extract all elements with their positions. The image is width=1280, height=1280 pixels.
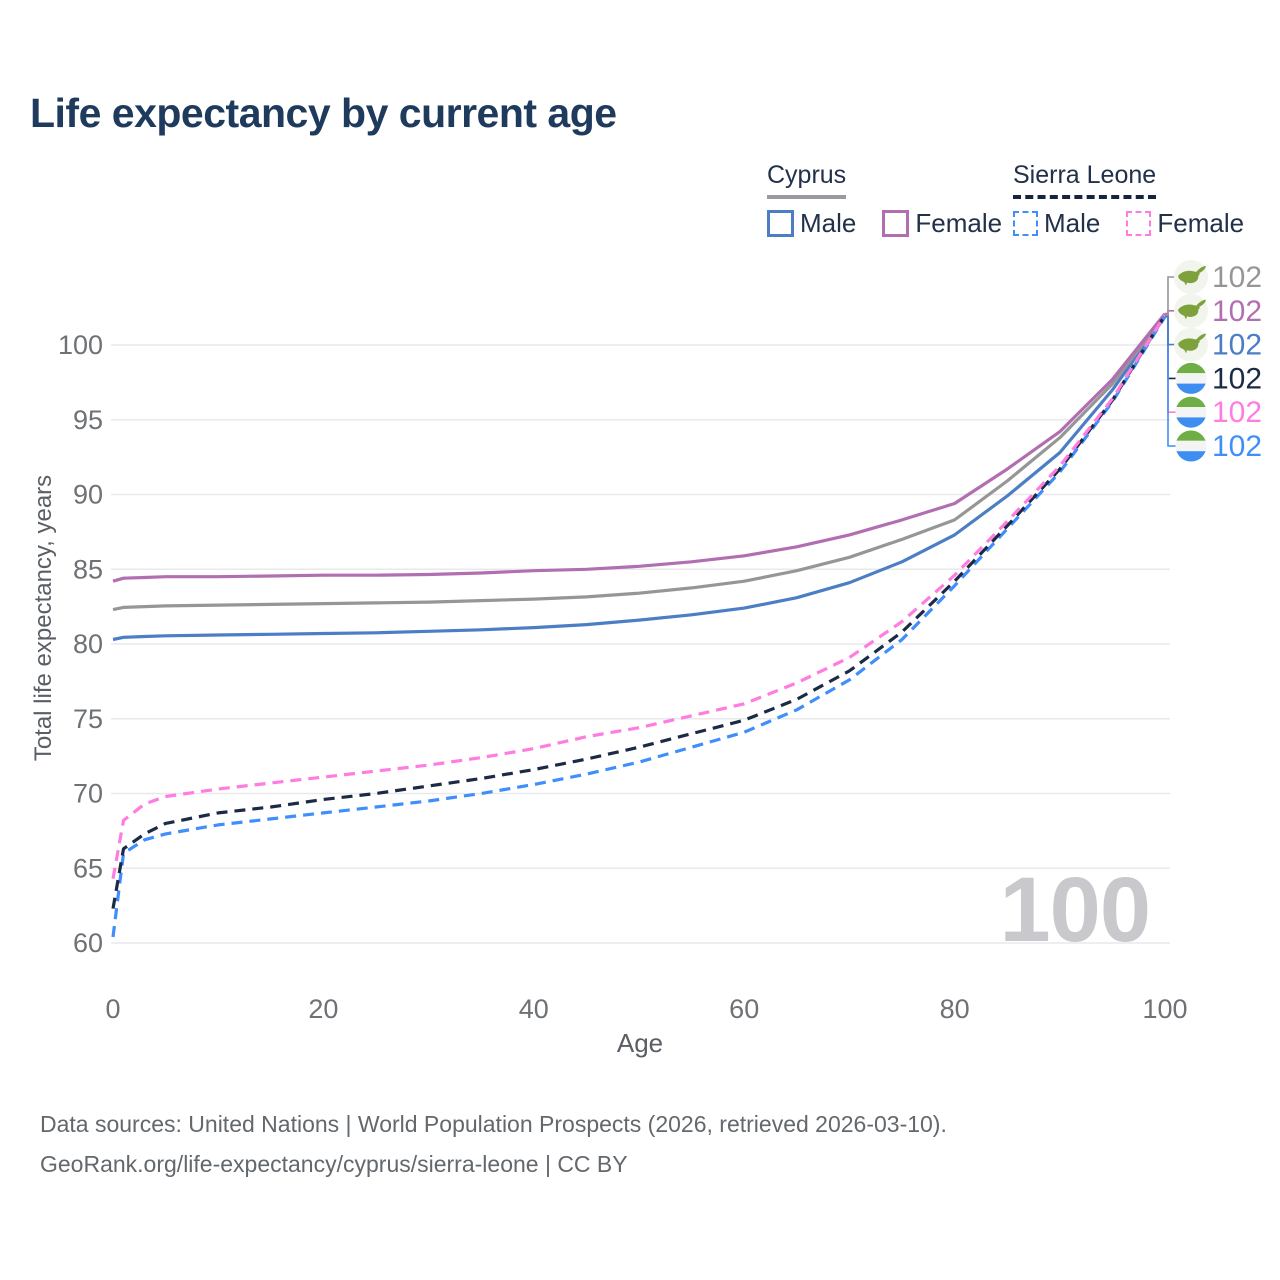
y-tick-label: 90: [73, 480, 103, 510]
footer-attribution: GeoRank.org/life-expectancy/cyprus/sierr…: [40, 1151, 628, 1177]
flag-band-green: [1175, 430, 1207, 441]
y-tick-label: 80: [73, 629, 103, 659]
y-tick-label: 70: [73, 779, 103, 809]
series-line-sierra-leone-male[interactable]: [111, 315, 1167, 938]
flag-band-green: [1175, 396, 1207, 407]
y-tick-label: 95: [73, 405, 103, 435]
leader-line: [1165, 314, 1176, 414]
sierra-leone-flag-icon: [1175, 396, 1207, 428]
legend-sierra-leone-title[interactable]: Sierra Leone: [1013, 161, 1157, 199]
page-title: Life expectancy by current age: [30, 90, 617, 136]
flag-band-white: [1175, 440, 1207, 452]
x-tick-label: 40: [519, 994, 549, 1024]
x-axis-title: Age: [616, 1028, 664, 1058]
flag-band-blue: [1175, 451, 1207, 462]
cyprus-map-icon: [1174, 327, 1208, 362]
x-tick-label: 80: [940, 994, 970, 1024]
flag-bands: [1175, 396, 1207, 428]
series-line-cyprus-male[interactable]: [112, 315, 1167, 642]
end-value-label: 102: [1212, 295, 1262, 328]
flag-band-white: [1175, 407, 1207, 418]
flag-bands: [1175, 430, 1207, 462]
series-line-sierra-leone-total[interactable]: [111, 314, 1167, 909]
legend-label-cyprus-male[interactable]: Male: [800, 208, 857, 238]
flag-band-green: [1175, 362, 1207, 374]
legend-label-sierra-leone-male[interactable]: Male: [1044, 208, 1101, 238]
footer: Data sources: United Nations | World Pop…: [40, 1104, 947, 1184]
y-tick-label: 60: [73, 928, 103, 958]
cyprus-shape: [1178, 265, 1206, 286]
y-axis-title: Total life expectancy, years: [30, 474, 57, 762]
x-tick-label: 100: [1142, 994, 1187, 1024]
series-line-cyprus-female[interactable]: [112, 312, 1167, 583]
legend-cyprus-title[interactable]: Cyprus: [767, 161, 847, 199]
legend-label-sierra-leone-female[interactable]: Female: [1157, 208, 1245, 238]
cyprus-map-icon: [1174, 260, 1208, 294]
legend-swatch-sierra-leone-male[interactable]: [1013, 211, 1038, 236]
leader-line: [1165, 315, 1176, 447]
cyprus-shape: [1178, 333, 1206, 354]
x-tick-label: 0: [105, 994, 120, 1024]
age-watermark: 100: [999, 859, 1151, 961]
x-tick-label: 20: [308, 994, 338, 1024]
legend-group-cyprus: Cyprus Male Female: [767, 161, 1002, 239]
series-line-cyprus-total[interactable]: [112, 314, 1167, 612]
cyprus-shape: [1178, 299, 1206, 320]
sierra-leone-flag-icon: [1175, 362, 1207, 394]
legend-group-sierra-leone: Sierra Leone Male Female: [1013, 161, 1244, 239]
y-tick-label: 65: [73, 853, 103, 883]
end-value-label: 102: [1212, 329, 1262, 362]
legend-swatch-cyprus-female[interactable]: [882, 210, 910, 237]
cyprus-map-icon: [1174, 293, 1208, 328]
end-value-label: 102: [1212, 396, 1262, 429]
end-value-label: 102: [1212, 430, 1262, 463]
x-tick-label: 60: [729, 994, 759, 1024]
leader-line: [1165, 315, 1176, 346]
legend-label-cyprus-female[interactable]: Female: [915, 208, 1003, 238]
flag-band-white: [1175, 373, 1207, 384]
end-value-label: 102: [1212, 261, 1262, 294]
sierra-leone-flag-icon: [1175, 430, 1207, 462]
end-value-label: 102: [1212, 362, 1262, 395]
footer-data-sources: Data sources: United Nations | World Pop…: [40, 1111, 947, 1137]
flag-band-blue: [1175, 417, 1207, 428]
y-tick-label: 85: [73, 554, 103, 584]
legend-swatch-sierra-leone-female[interactable]: [1126, 211, 1152, 236]
y-tick-label: 75: [73, 704, 103, 734]
flag-band-blue: [1175, 383, 1207, 394]
y-tick-label: 100: [58, 330, 103, 360]
flag-bands: [1175, 362, 1207, 394]
legend-swatch-cyprus-male[interactable]: [767, 210, 794, 237]
leader-line: [1165, 276, 1176, 316]
